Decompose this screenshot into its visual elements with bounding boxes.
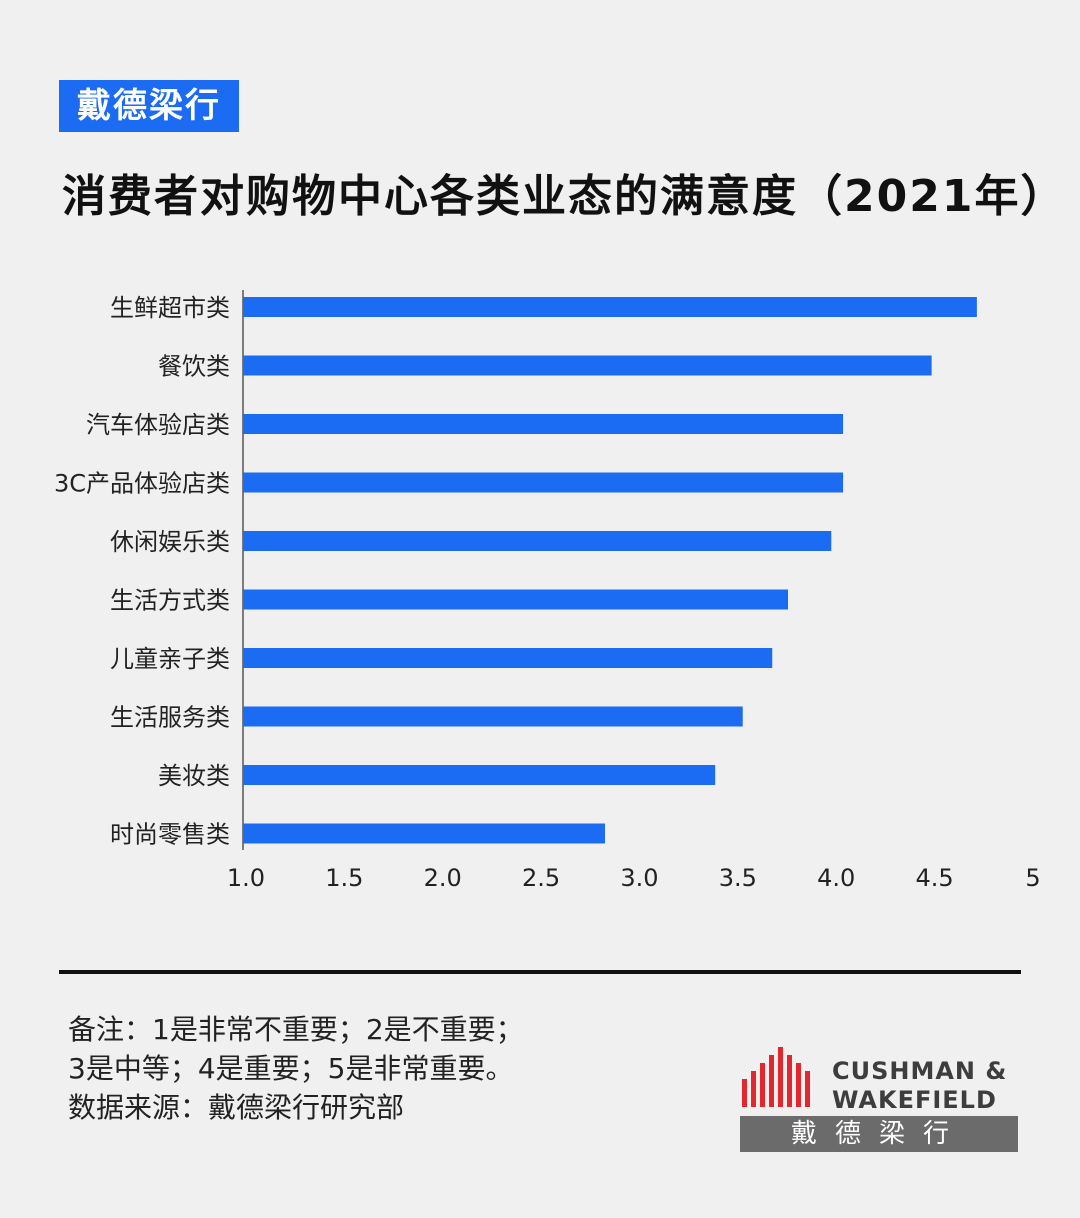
logo-cn-name: 戴德梁行	[740, 1116, 1018, 1152]
note-scale-2: 3是中等；4是重要；5是非常重要。	[68, 1052, 514, 1085]
bar	[243, 706, 743, 727]
x-tick-label: 1.0	[227, 864, 265, 892]
x-tick-label: 5	[1025, 864, 1040, 892]
category-label: 生鲜超市类	[110, 294, 230, 322]
logo-line-1: CUSHMAN &	[832, 1057, 1008, 1085]
logo-mark-bar	[769, 1055, 774, 1107]
divider	[59, 970, 1021, 974]
logo-text: CUSHMAN & WAKEFIELD	[832, 1057, 1022, 1115]
bar	[243, 648, 773, 668]
logo-line-2: WAKEFIELD	[832, 1086, 997, 1114]
category-label: 时尚零售类	[110, 821, 230, 849]
category-label: 汽车体验店类	[86, 411, 230, 439]
note-source: 数据来源：戴德梁行研究部	[68, 1091, 405, 1124]
x-tick-label: 2.0	[424, 864, 462, 892]
note-scale-1: 备注：1是非常不重要；2是不重要；	[68, 1013, 524, 1046]
x-tick-label: 4.0	[817, 864, 855, 892]
bar	[243, 531, 832, 551]
building-mark-icon	[742, 1047, 810, 1107]
bar	[243, 297, 977, 317]
category-label: 餐饮类	[158, 353, 230, 381]
logo-mark-bar	[805, 1071, 810, 1107]
logo-mark-bar	[760, 1063, 765, 1107]
category-label: 休闲娱乐类	[110, 528, 230, 556]
bar	[243, 472, 844, 493]
logo-mark-bar	[742, 1079, 747, 1107]
x-tick-label: 3.0	[620, 864, 658, 892]
bar	[243, 589, 788, 610]
logo-mark-bar	[796, 1063, 801, 1107]
category-label: 生活服务类	[110, 704, 230, 732]
x-tick-label: 1.5	[325, 864, 363, 892]
bar	[243, 355, 932, 376]
brand-tag: 戴德梁行	[59, 80, 239, 132]
bar	[243, 765, 716, 785]
logo-mark-bar	[751, 1071, 756, 1107]
category-label: 美妆类	[158, 762, 230, 790]
x-tick-label: 2.5	[522, 864, 560, 892]
x-tick-label: 3.5	[719, 864, 757, 892]
chart-title: 消费者对购物中心各类业态的满意度（2021年）	[62, 171, 1067, 222]
category-label: 儿童亲子类	[110, 645, 230, 673]
bar	[243, 414, 844, 434]
category-label: 3C产品体验店类	[54, 470, 230, 498]
category-label: 生活方式类	[110, 587, 230, 615]
x-tick-label: 4.5	[916, 864, 954, 892]
notes: 备注：1是非常不重要；2是不重要； 3是中等；4是重要；5是非常重要。 数据来源…	[68, 1010, 708, 1127]
logo-mark-bar	[778, 1047, 783, 1107]
cushman-wakefield-logo: CUSHMAN & WAKEFIELD 戴德梁行	[740, 1045, 1020, 1155]
logo-mark-bar	[787, 1055, 792, 1107]
bar	[243, 823, 606, 844]
